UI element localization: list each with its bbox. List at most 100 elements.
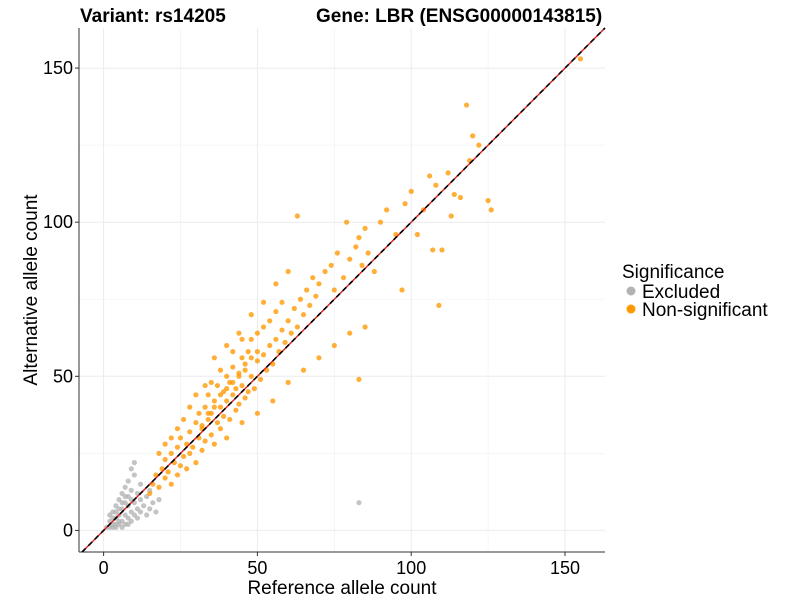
point-excluded xyxy=(125,521,131,527)
chart-title-gene: Gene: LBR (ENSG00000143815) xyxy=(316,6,602,27)
point-excluded xyxy=(147,506,153,512)
point-non-significant xyxy=(322,268,328,275)
point-non-significant xyxy=(205,392,211,398)
point-non-significant xyxy=(577,56,583,62)
point-excluded xyxy=(137,481,144,487)
point-non-significant xyxy=(297,296,304,302)
point-non-significant xyxy=(316,355,322,361)
point-non-significant xyxy=(236,401,242,407)
point-non-significant xyxy=(377,219,384,225)
point-non-significant xyxy=(245,389,251,395)
point-non-significant xyxy=(300,367,307,373)
point-non-significant xyxy=(239,336,245,342)
axes xyxy=(78,28,605,553)
point-non-significant xyxy=(356,235,362,241)
point-non-significant xyxy=(408,188,414,194)
point-non-significant xyxy=(211,398,217,404)
point-non-significant xyxy=(208,432,214,438)
point-non-significant xyxy=(307,302,313,309)
point-non-significant xyxy=(285,318,291,324)
point-non-significant xyxy=(260,324,267,330)
point-non-significant xyxy=(433,182,439,188)
point-non-significant xyxy=(248,355,254,361)
point-non-significant xyxy=(282,339,288,345)
point-non-significant xyxy=(488,207,494,213)
point-non-significant xyxy=(233,386,239,392)
x-tick-label: 100 xyxy=(396,558,426,578)
y-tick-label: 150 xyxy=(43,58,73,78)
point-excluded xyxy=(356,500,362,506)
x-tick-label: 150 xyxy=(550,558,580,578)
point-non-significant xyxy=(224,435,230,441)
point-non-significant xyxy=(451,191,457,198)
point-excluded xyxy=(128,487,134,493)
point-non-significant xyxy=(236,373,242,379)
point-non-significant xyxy=(168,481,174,487)
point-excluded xyxy=(119,500,125,506)
point-non-significant xyxy=(365,250,371,256)
point-non-significant xyxy=(242,367,248,373)
point-non-significant xyxy=(187,404,193,410)
point-non-significant xyxy=(214,419,221,426)
point-non-significant xyxy=(270,398,276,404)
legend: Significance Excluded Non-significant xyxy=(622,262,768,321)
point-non-significant xyxy=(162,475,168,481)
point-non-significant xyxy=(463,102,470,108)
point-non-significant xyxy=(313,293,319,299)
legend-label-excluded: Excluded xyxy=(642,282,720,303)
point-non-significant xyxy=(156,450,162,456)
x-axis-label: Reference allele count xyxy=(247,578,437,599)
y-tick-label: 100 xyxy=(43,212,73,232)
point-non-significant xyxy=(260,352,267,358)
point-non-significant xyxy=(230,379,236,386)
y-tick-label: 50 xyxy=(53,366,73,386)
point-non-significant xyxy=(427,173,433,179)
point-non-significant xyxy=(214,382,221,389)
point-non-significant xyxy=(211,441,217,447)
point-non-significant xyxy=(485,198,491,204)
point-non-significant xyxy=(168,435,174,441)
tick-labels: 0 50 100 150 0 50 100 150 xyxy=(43,58,580,578)
point-non-significant xyxy=(344,219,350,225)
point-non-significant xyxy=(199,447,205,453)
point-non-significant xyxy=(362,225,368,231)
point-non-significant xyxy=(310,275,316,281)
point-non-significant xyxy=(356,376,362,382)
point-non-significant xyxy=(217,426,224,432)
point-non-significant xyxy=(476,142,482,148)
point-non-significant xyxy=(254,410,261,416)
point-non-significant xyxy=(236,330,242,336)
point-non-significant xyxy=(211,404,217,410)
point-non-significant xyxy=(273,308,279,315)
point-non-significant xyxy=(254,358,261,364)
point-non-significant xyxy=(316,281,322,287)
grid xyxy=(79,28,605,552)
point-non-significant xyxy=(217,392,224,398)
point-non-significant xyxy=(199,423,205,429)
x-tick-label: 0 xyxy=(99,558,109,578)
point-non-significant xyxy=(165,469,171,475)
point-excluded xyxy=(122,484,128,490)
point-non-significant xyxy=(211,355,217,361)
point-non-significant xyxy=(217,367,224,373)
point-non-significant xyxy=(254,349,261,355)
legend-swatch-excluded xyxy=(626,286,636,296)
y-axis-label: Alternative allele count xyxy=(21,194,42,386)
point-non-significant xyxy=(288,330,294,336)
point-excluded xyxy=(116,506,122,512)
point-non-significant xyxy=(187,429,193,435)
point-non-significant xyxy=(177,463,184,469)
point-non-significant xyxy=(190,444,196,450)
point-non-significant xyxy=(294,213,300,219)
point-non-significant xyxy=(445,170,451,176)
point-non-significant xyxy=(239,419,245,426)
point-excluded xyxy=(131,472,137,478)
point-non-significant xyxy=(230,349,236,355)
point-non-significant xyxy=(224,342,230,349)
point-non-significant xyxy=(254,330,261,336)
chart-title-variant: Variant: rs14205 xyxy=(80,6,226,27)
point-excluded xyxy=(122,493,128,500)
point-excluded xyxy=(150,500,156,506)
point-non-significant xyxy=(291,305,297,312)
point-non-significant xyxy=(174,444,181,450)
